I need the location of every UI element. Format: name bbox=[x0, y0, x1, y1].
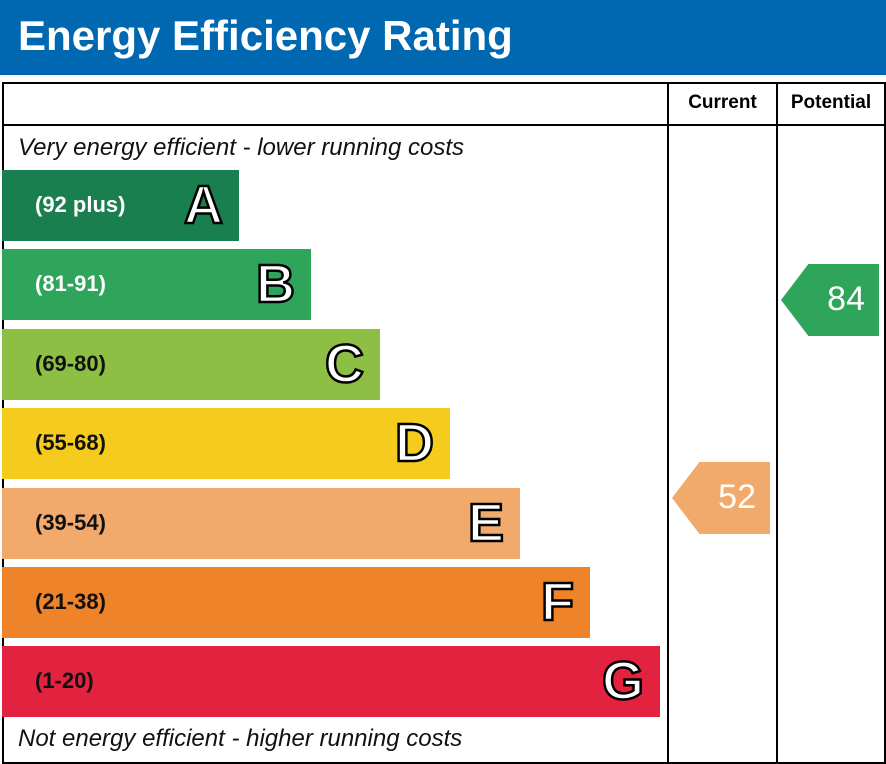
page-title: Energy Efficiency Rating bbox=[18, 12, 513, 59]
top-note: Very energy efficient - lower running co… bbox=[18, 134, 464, 161]
band-range: (69-80) bbox=[35, 351, 106, 376]
divider bbox=[2, 124, 884, 126]
band-range: (21-38) bbox=[35, 589, 106, 614]
band-bar-e: (39-54) E bbox=[2, 488, 520, 559]
band-letter: D bbox=[394, 412, 436, 475]
band-range: (81-91) bbox=[35, 271, 106, 296]
band-range: (92 plus) bbox=[35, 192, 126, 217]
band-bar-a: (92 plus) A bbox=[2, 170, 239, 241]
band-range: (1-20) bbox=[35, 668, 94, 693]
current-column-header: Current bbox=[688, 92, 757, 113]
band-letter: F bbox=[540, 571, 576, 634]
band-letter: A bbox=[183, 174, 225, 237]
band-bar-f: (21-38) F bbox=[2, 567, 590, 638]
band-letter: B bbox=[255, 253, 297, 316]
divider bbox=[667, 82, 669, 764]
band-letter: E bbox=[467, 492, 506, 555]
band-bar-g: (1-20) G bbox=[2, 646, 660, 717]
header: Energy Efficiency Rating bbox=[0, 0, 886, 75]
potential-rating-value: 84 bbox=[827, 280, 865, 318]
band-letter: G bbox=[601, 650, 646, 713]
band-letter: C bbox=[324, 333, 366, 396]
band-bar-c: (69-80) C bbox=[2, 329, 380, 400]
potential-column-header: Potential bbox=[790, 92, 872, 113]
current-rating-value: 52 bbox=[718, 478, 756, 516]
band-range: (39-54) bbox=[35, 510, 106, 535]
bottom-note: Not energy efficient - higher running co… bbox=[18, 725, 463, 752]
band-bar-d: (55-68) D bbox=[2, 408, 450, 479]
band-range: (55-68) bbox=[35, 430, 106, 455]
band-bar-b: (81-91) B bbox=[2, 249, 311, 320]
potential-rating-arrow: 84 bbox=[781, 264, 879, 336]
divider bbox=[776, 82, 778, 764]
